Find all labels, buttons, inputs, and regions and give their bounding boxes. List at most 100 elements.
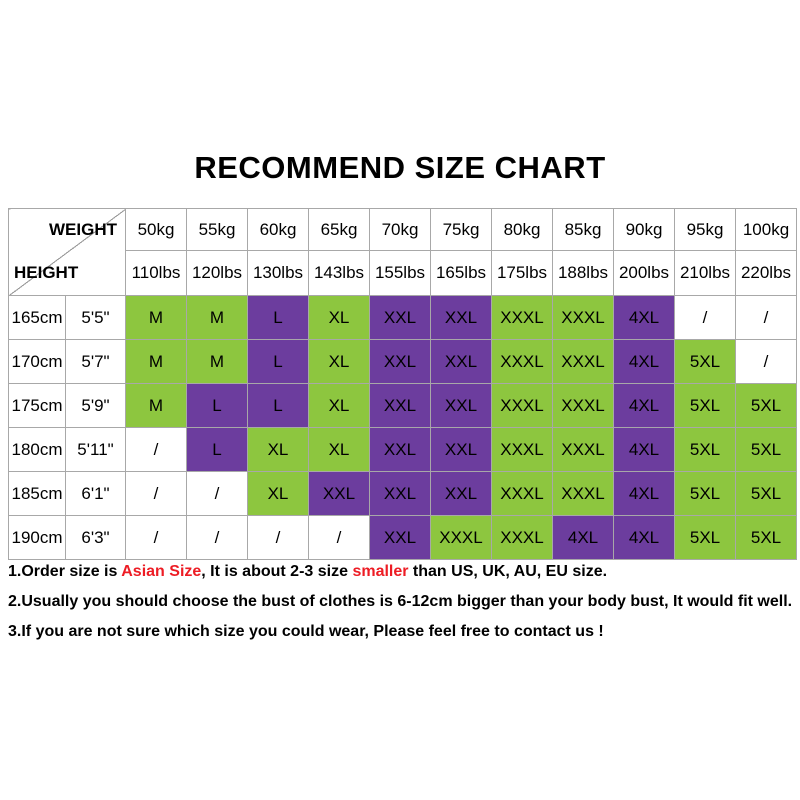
size-cell: XXL [369, 515, 431, 560]
size-cell: XXL [369, 427, 431, 472]
size-table-row: 180cm 5'11" / L XL XL XXL XXL XXXL XXXL 4XL 5XL 5XL [8, 427, 797, 472]
size-cell: / [125, 471, 187, 516]
size-cell: XXXL [552, 339, 614, 384]
size-cell: 4XL [552, 515, 614, 560]
height-ft-cell: 6'3" [65, 515, 126, 560]
size-cell: M [186, 295, 248, 340]
size-cell: XXL [430, 295, 492, 340]
size-grid-body: 165cm 5'5" M M L XL XXL XXL XXXL XXXL 4XL //170cm 5'… [8, 295, 797, 560]
height-ft-cell: 6'1" [65, 471, 126, 516]
weight-kg-header-cell: 75kg [430, 208, 492, 251]
weight-kg-header-cell: 65kg [308, 208, 370, 251]
size-cell: XXL [430, 383, 492, 428]
size-cell: M [125, 295, 187, 340]
weight-lbs-header-cell: 210lbs [674, 250, 736, 296]
weight-kg-header-cell: 60kg [247, 208, 309, 251]
size-chart-table: WEIGHT HEIGHT 50kg 55kg 60kg 65kg 70kg 75kg 80… [8, 208, 797, 560]
note-text: 3.If you are not sure which size you cou… [8, 623, 604, 640]
height-header-label: HEIGHT [14, 263, 79, 282]
weight-lbs-header-cell: 175lbs [491, 250, 553, 296]
weight-lbs-header-cell: 130lbs [247, 250, 309, 296]
size-cell: 5XL [674, 383, 736, 428]
size-cell: / [735, 339, 797, 384]
size-cell: XXL [430, 427, 492, 472]
size-table-row: 165cm 5'5" M M L XL XXL XXL XXXL XXXL 4XL / / [8, 295, 797, 340]
size-cell: XXL [308, 471, 370, 516]
size-cell: 4XL [613, 515, 675, 560]
size-cell: XL [247, 471, 309, 516]
size-cell: 5XL [735, 427, 797, 472]
height-ft-cell: 5'9" [65, 383, 126, 428]
note-text: than US, UK, AU, EU size. [408, 563, 608, 580]
weight-lbs-header-cell: 155lbs [369, 250, 431, 296]
size-table-row: 190cm 6'3" / / / / XXL XXXL XXXL 4XL 4XL 5XL 5XL [8, 515, 797, 560]
weight-lbs-header-cell: 120lbs [186, 250, 248, 296]
height-cm-cell: 175cm [8, 383, 66, 428]
note-text: , It is about 2-3 size [201, 563, 353, 580]
height-ft-cell: 5'7" [65, 339, 126, 384]
weight-kg-header-cell: 85kg [552, 208, 614, 251]
size-cell: M [186, 339, 248, 384]
size-cell: 5XL [735, 515, 797, 560]
note-line: 1.Order size is Asian Size, It is about … [8, 562, 792, 582]
size-cell: XL [308, 295, 370, 340]
weight-lbs-header-cell: 188lbs [552, 250, 614, 296]
weight-kg-header-cell: 90kg [613, 208, 675, 251]
size-cell: XXL [430, 471, 492, 516]
size-cell: L [186, 383, 248, 428]
weight-lbs-header-cell: 200lbs [613, 250, 675, 296]
size-cell: XXXL [552, 383, 614, 428]
weight-lbs-header-cell: 143lbs [308, 250, 370, 296]
note-text: 2.Usually you should choose the bust of … [8, 593, 793, 610]
size-cell: L [247, 383, 309, 428]
size-cell: XXXL [491, 383, 553, 428]
size-cell: XXL [430, 339, 492, 384]
size-cell: XXL [369, 295, 431, 340]
size-cell: 4XL [613, 339, 675, 384]
size-cell: XXXL [491, 515, 553, 560]
size-cell: M [125, 383, 187, 428]
size-cell: / [308, 515, 370, 560]
height-cm-cell: 165cm [8, 295, 66, 340]
size-cell: / [125, 515, 187, 560]
weight-kg-header-cell: 100kg [735, 208, 797, 251]
size-cell: XXXL [491, 295, 553, 340]
weight-lbs-header-cell: 110lbs [125, 250, 187, 296]
size-cell: XL [247, 427, 309, 472]
size-cell: XXXL [552, 471, 614, 516]
weight-kg-header-cell: 80kg [491, 208, 553, 251]
size-cell: L [247, 339, 309, 384]
weight-lbs-header-cell: 220lbs [735, 250, 797, 296]
size-cell: 4XL [613, 471, 675, 516]
size-cell: 4XL [613, 427, 675, 472]
size-cell: / [186, 471, 248, 516]
size-cell: / [674, 295, 736, 340]
size-cell: 5XL [674, 471, 736, 516]
note-line: 2.Usually you should choose the bust of … [8, 592, 792, 612]
size-cell: 5XL [735, 383, 797, 428]
weight-kg-header-cell: 50kg [125, 208, 187, 251]
size-cell: L [247, 295, 309, 340]
size-cell: 5XL [735, 471, 797, 516]
size-cell: / [247, 515, 309, 560]
height-cm-cell: 190cm [8, 515, 66, 560]
weight-kg-header-cell: 95kg [674, 208, 736, 251]
weight-lbs-header-cell: 165lbs [430, 250, 492, 296]
size-cell: 5XL [674, 427, 736, 472]
size-cell: XL [308, 339, 370, 384]
size-cell: XL [308, 427, 370, 472]
height-cm-cell: 170cm [8, 339, 66, 384]
weight-kg-header-cell: 55kg [186, 208, 248, 251]
size-cell: XXL [369, 471, 431, 516]
note-line: 3.If you are not sure which size you cou… [8, 622, 792, 642]
weight-lbs-row: 110lbs 120lbs 130lbs 143lbs 155lbs 165lbs 175l… [9, 250, 797, 296]
size-cell: XXL [369, 339, 431, 384]
page-title: RECOMMEND SIZE CHART [194, 150, 606, 185]
height-cm-cell: 180cm [8, 427, 66, 472]
size-cell: XXXL [430, 515, 492, 560]
note-text: 1.Order size is [8, 563, 122, 580]
weight-header-label: WEIGHT [49, 220, 117, 239]
size-cell: XXXL [491, 427, 553, 472]
weight-kg-header-cell: 70kg [369, 208, 431, 251]
size-cell: XXXL [552, 427, 614, 472]
